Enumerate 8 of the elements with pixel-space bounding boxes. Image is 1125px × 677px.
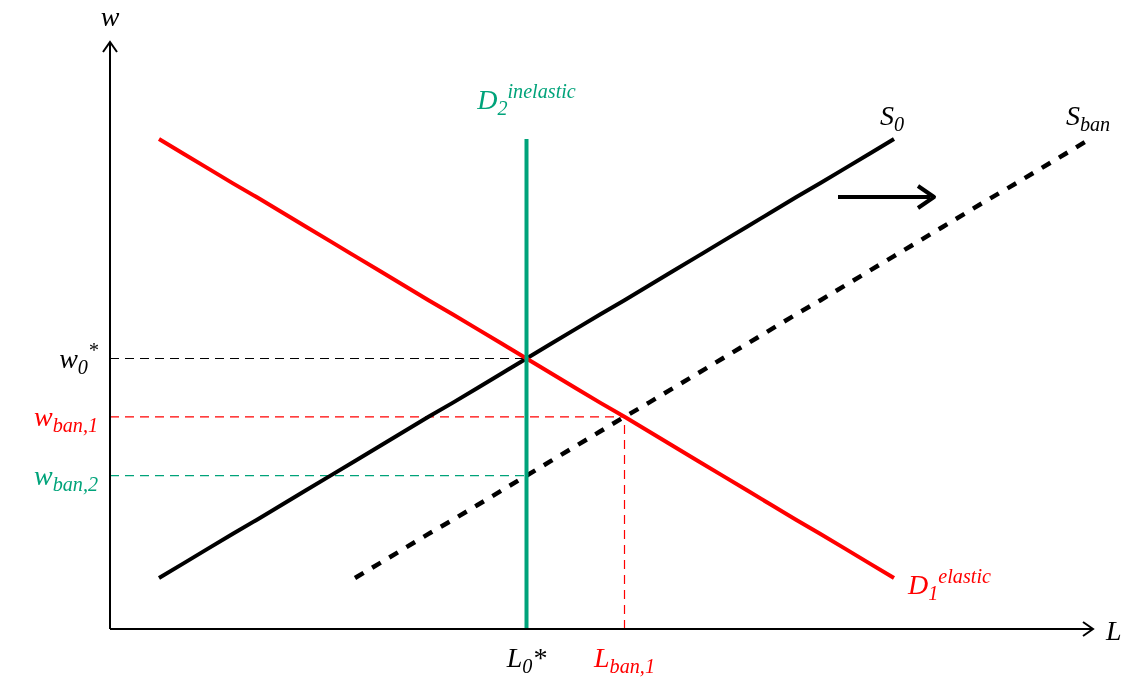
x-axis-title: L (1105, 615, 1122, 646)
series-label: w$_{ban,1}$ (33, 400, 98, 436)
series-label: w$_{ban,2}$ (33, 459, 98, 495)
series-label: S$_{0}$ (879, 100, 905, 135)
series-label: S$_{ban}$ (1065, 100, 1111, 135)
x-tick-label: L$_{ban,1}$ (593, 642, 655, 677)
y-axis-title: w (100, 1, 120, 32)
x-tick-label: L$_{0}$* (505, 642, 547, 677)
